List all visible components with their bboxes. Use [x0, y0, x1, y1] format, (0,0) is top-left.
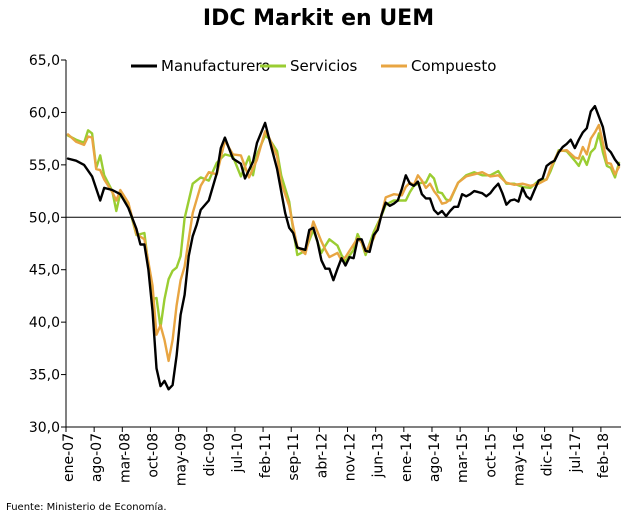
x-tick-label: oct-15	[483, 433, 499, 478]
x-axis-labels: ene-07 ago-07 mar-08 oct-08 may-09 dic-09 jul-…	[61, 433, 612, 486]
legend-label: Manufacturero	[161, 57, 270, 75]
x-tick-label: sep-11	[286, 433, 302, 481]
series-line-manufacturero	[66, 104, 621, 391]
series-lines	[66, 104, 621, 391]
x-tick-label: may-16	[511, 433, 527, 486]
x-tick-label: may-09	[174, 433, 190, 486]
legend: Manufacturero Servicios Compuesto	[131, 57, 496, 75]
legend-item-servicios: Servicios	[260, 57, 358, 75]
x-tick-label: ene-14	[399, 433, 415, 482]
y-tick-label: 65,0	[29, 53, 60, 69]
y-tick-label: 50,0	[29, 210, 60, 226]
line-chart: 30,0 35,0 40,0 45,0 50,0 55,0 60,0 65,0 ene-07 a…	[29, 53, 621, 486]
x-tick-label: ene-07	[61, 433, 77, 482]
x-tick-label: oct-08	[145, 433, 161, 478]
y-tick-label: 30,0	[29, 420, 60, 436]
x-tick-label: jul-10	[230, 433, 246, 474]
x-tick-label: feb-18	[596, 433, 612, 478]
x-tick-label: mar-08	[117, 433, 133, 483]
x-tick-label: mar-15	[455, 433, 471, 483]
x-tick-label: feb-11	[258, 433, 274, 478]
axes	[61, 59, 621, 432]
y-tick-label: 45,0	[29, 263, 60, 279]
x-tick-label: nov-12	[343, 433, 359, 481]
legend-label: Servicios	[290, 57, 358, 75]
x-tick-label: abr-12	[314, 433, 330, 478]
x-tick-label: jul-17	[568, 433, 584, 474]
x-tick-label: ago-14	[427, 433, 443, 482]
x-tick-label: dic-16	[540, 433, 556, 476]
y-tick-label: 35,0	[29, 368, 60, 384]
x-tick-label: dic-09	[202, 433, 218, 476]
y-axis-labels: 30,0 35,0 40,0 45,0 50,0 55,0 60,0 65,0	[29, 53, 60, 436]
legend-item-compuesto: Compuesto	[381, 57, 496, 75]
y-tick-label: 40,0	[29, 315, 60, 331]
series-line-compuesto	[66, 123, 621, 363]
x-tick-label: jun-13	[371, 433, 387, 479]
legend-label: Compuesto	[411, 57, 496, 75]
y-tick-label: 60,0	[29, 105, 60, 121]
source-note: Fuente: Ministerio de Economía.	[6, 502, 167, 513]
y-tick-label: 55,0	[29, 158, 60, 174]
x-tick-label: ago-07	[89, 433, 105, 482]
legend-item-manufacturero: Manufacturero	[131, 57, 270, 75]
chart-title: IDC Markit en UEM	[202, 6, 435, 31]
